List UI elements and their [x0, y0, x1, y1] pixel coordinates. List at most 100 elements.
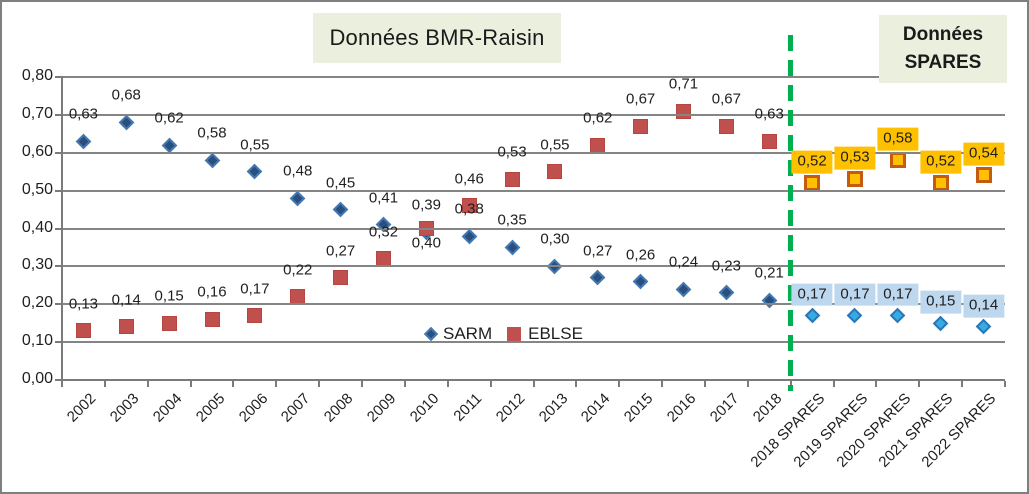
sarm-bmr-marker	[332, 201, 349, 218]
data-label: 0,41	[368, 189, 399, 207]
gridline	[62, 228, 1005, 230]
x-axis-label: 2013	[535, 390, 571, 426]
legend-label-sarm: SARM	[443, 324, 493, 343]
x-tick	[447, 381, 449, 387]
sarm-spares-marker	[975, 319, 992, 335]
sarm-bmr-marker	[247, 163, 263, 180]
sarm-spares-marker	[890, 307, 906, 324]
data-label: 0,27	[583, 242, 613, 260]
y-axis-label: 0,80	[21, 67, 53, 84]
y-axis-line	[61, 76, 63, 381]
x-tick	[490, 381, 492, 387]
x-tick	[661, 381, 663, 387]
eblse-bmr-marker	[247, 308, 263, 324]
legend: SARM EBLSE	[423, 324, 583, 344]
eblse-spares-marker	[846, 171, 863, 188]
y-axis-label: 0,30	[21, 256, 53, 273]
data-label: 0,62	[154, 109, 184, 127]
sarm-bmr-marker	[504, 239, 520, 256]
y-tick	[55, 379, 62, 381]
data-label: 0,68	[111, 87, 141, 105]
eblse-square-icon	[507, 327, 522, 341]
eblse-bmr-marker	[204, 311, 220, 327]
data-label: 0,14	[962, 294, 1005, 318]
y-tick	[55, 152, 62, 154]
eblse-bmr-marker	[461, 198, 477, 214]
sarm-bmr-marker	[289, 190, 306, 206]
legend-label-eblse: EBLSE	[528, 324, 583, 343]
y-tick	[55, 303, 62, 305]
sarm-bmr-marker	[118, 114, 135, 131]
data-label: 0,53	[834, 146, 876, 170]
x-axis-label: 2018	[749, 390, 786, 426]
x-tick	[404, 381, 406, 387]
data-label: 0,27	[326, 242, 356, 260]
sarm-bmr-marker	[718, 285, 735, 301]
data-label: 0,53	[497, 143, 527, 161]
y-tick	[55, 265, 62, 267]
data-label: 0,17	[834, 283, 876, 306]
sarm-diamond-icon	[423, 326, 439, 342]
sarm-bmr-marker	[161, 137, 177, 153]
x-tick	[747, 381, 749, 387]
sarm-bmr-marker	[75, 133, 92, 150]
data-label: 0,35	[497, 212, 527, 230]
data-label: 0,17	[791, 283, 833, 306]
x-axis-label: 2006	[235, 390, 271, 426]
sarm-bmr-marker	[590, 269, 606, 286]
gridline	[62, 265, 1005, 267]
data-label: 0,17	[877, 283, 919, 306]
eblse-spares-marker	[889, 152, 906, 169]
x-tick	[875, 381, 877, 387]
x-tick	[833, 381, 835, 387]
x-tick	[318, 381, 320, 387]
x-axis-label: 2011	[450, 390, 486, 425]
data-label: 0,71	[668, 75, 699, 93]
sarm-bmr-marker	[761, 292, 778, 309]
y-tick	[55, 76, 62, 78]
chart-title-bmr-raisin: Données BMR-Raisin	[313, 13, 561, 63]
gridline	[62, 303, 1005, 305]
x-axis-label: 2008	[321, 390, 357, 426]
x-tick	[190, 381, 192, 387]
x-tick	[147, 381, 149, 387]
sarm-bmr-marker	[461, 228, 477, 244]
divider-line	[788, 35, 794, 391]
y-tick	[55, 190, 62, 192]
data-label: 0,15	[154, 287, 184, 305]
y-axis-label: 0,10	[21, 332, 53, 349]
x-axis-label: 2012	[492, 390, 529, 426]
data-label: 0,52	[791, 150, 833, 174]
data-label: 0,24	[668, 253, 699, 271]
x-axis-label: 2005	[192, 390, 229, 426]
x-tick	[1004, 381, 1006, 387]
eblse-bmr-marker	[633, 118, 649, 134]
eblse-spares-marker	[932, 175, 949, 192]
data-label: 0,55	[540, 136, 570, 154]
y-tick	[55, 341, 62, 343]
legend-item-sarm: SARM	[423, 324, 493, 344]
y-tick	[55, 114, 62, 116]
x-axis-label: 2004	[149, 390, 186, 426]
x-axis-label: 2007	[278, 390, 314, 426]
data-label: 0,46	[454, 170, 484, 188]
x-axis-label: 2016	[663, 390, 700, 426]
gridline	[62, 76, 1005, 78]
data-label: 0,21	[754, 265, 784, 283]
chart-title-spares: Données SPARES	[879, 15, 1007, 83]
data-label: 0,17	[240, 280, 270, 298]
x-tick	[918, 381, 920, 387]
data-label: 0,54	[962, 143, 1005, 166]
data-label: 0,55	[240, 136, 270, 154]
data-label: 0,63	[754, 106, 784, 123]
x-tick	[275, 381, 277, 387]
x-axis-label: 2017	[706, 390, 743, 426]
data-label: 0,40	[411, 234, 441, 252]
eblse-bmr-marker	[590, 137, 606, 153]
eblse-bmr-marker	[547, 164, 563, 180]
sarm-bmr-marker	[204, 152, 220, 169]
data-label: 0,67	[626, 90, 656, 108]
eblse-bmr-marker	[118, 319, 134, 335]
eblse-bmr-marker	[504, 171, 520, 187]
gridline	[62, 114, 1005, 116]
